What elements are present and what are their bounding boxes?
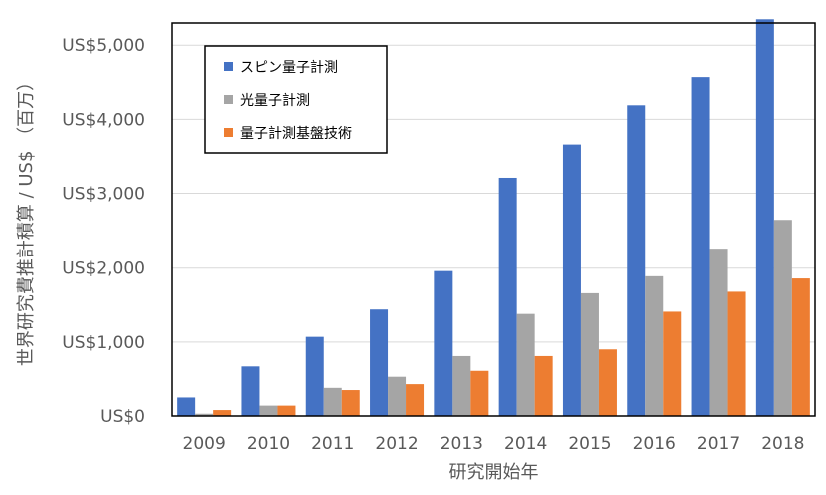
bar bbox=[470, 370, 489, 416]
bar bbox=[562, 144, 581, 416]
bar bbox=[213, 410, 232, 416]
bar bbox=[534, 355, 553, 416]
legend-swatch bbox=[224, 95, 233, 104]
bar bbox=[598, 349, 617, 416]
bar bbox=[791, 278, 810, 416]
y-tick-label: US$4,000 bbox=[62, 110, 145, 130]
legend-label: 量子計測基盤技術 bbox=[240, 125, 352, 142]
bar bbox=[406, 384, 425, 416]
bar bbox=[663, 311, 682, 416]
bar bbox=[434, 270, 453, 416]
y-tick-label: US$3,000 bbox=[62, 185, 145, 205]
bar bbox=[305, 336, 324, 416]
y-tick-label: US$0 bbox=[100, 407, 145, 427]
bar bbox=[241, 366, 260, 416]
x-tick-label: 2011 bbox=[311, 434, 354, 454]
bar bbox=[709, 249, 728, 416]
x-tick-label: 2018 bbox=[761, 434, 804, 454]
bar bbox=[773, 220, 792, 416]
legend-swatch bbox=[224, 128, 233, 137]
bar bbox=[259, 405, 278, 416]
x-axis-title: 研究開始年 bbox=[449, 462, 539, 483]
x-tick-labels: 2009 2010 2011 2012 2013 2014 2015 2016 2017 2018 bbox=[183, 434, 805, 454]
y-axis-title: 世界研究費推計積算 / US$ （百万） bbox=[16, 73, 37, 366]
bar bbox=[195, 413, 214, 416]
bar bbox=[691, 77, 710, 416]
bar bbox=[341, 390, 360, 416]
bar bbox=[627, 105, 646, 416]
bar bbox=[323, 387, 342, 416]
legend-label: スピン量子計測 bbox=[240, 60, 338, 76]
bar bbox=[498, 177, 517, 416]
x-tick-label: 2014 bbox=[504, 434, 547, 454]
legend-box bbox=[204, 45, 388, 154]
x-tick-label: 2012 bbox=[375, 434, 418, 454]
legend-label: 光量子計測 bbox=[240, 93, 310, 109]
bar bbox=[452, 355, 471, 416]
x-tick-label: 2010 bbox=[247, 434, 290, 454]
legend-swatch bbox=[224, 62, 233, 71]
bar bbox=[727, 291, 746, 416]
bars bbox=[177, 19, 810, 417]
x-tick-label: 2009 bbox=[183, 434, 226, 454]
bar bbox=[388, 376, 407, 416]
bar bbox=[755, 19, 774, 417]
bar bbox=[645, 275, 664, 416]
y-tick-label: US$2,000 bbox=[62, 259, 145, 279]
y-tick-label: US$1,000 bbox=[62, 333, 145, 353]
bar bbox=[277, 405, 296, 416]
x-tick-label: 2017 bbox=[697, 434, 740, 454]
bar bbox=[370, 309, 389, 416]
x-tick-label: 2013 bbox=[440, 434, 483, 454]
y-tick-labels: US$0 US$1,000 US$2,000 US$3,000 US$4,000 US$5… bbox=[62, 36, 145, 427]
bar bbox=[516, 313, 535, 416]
bar bbox=[580, 292, 599, 416]
x-tick-label: 2016 bbox=[633, 434, 676, 454]
bar bbox=[177, 397, 196, 416]
plot-area-frame bbox=[171, 22, 816, 417]
y-tick-label: US$5,000 bbox=[62, 36, 145, 56]
x-tick-label: 2015 bbox=[568, 434, 611, 454]
